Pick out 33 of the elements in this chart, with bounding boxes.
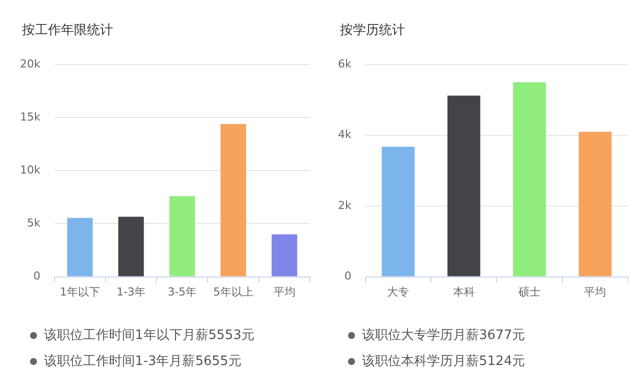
bar — [67, 218, 93, 276]
x-tick-label: 硕士 — [518, 285, 541, 298]
y-tick-label: 4k — [338, 128, 352, 142]
y-tick-label: 10k — [20, 164, 41, 177]
x-tick-label: 平均 — [273, 285, 296, 298]
text: 该职位工作时间1-3年月薪5655元 — [44, 353, 242, 370]
y-tick-label: 15k — [20, 110, 41, 124]
x-tick-label: 本科 — [452, 285, 475, 298]
y-tick-label: 20k — [20, 57, 41, 70]
x-tick-label: 1年以下 — [60, 285, 100, 298]
y-tick-label: 5k — [26, 216, 41, 230]
x-tick-label: 1-3年 — [116, 285, 146, 298]
bar — [169, 196, 195, 276]
chart-title: 按学历统计 — [340, 22, 405, 39]
x-tick-label: 平均 — [584, 285, 606, 298]
x-tick-label: 大专 — [387, 285, 410, 298]
bar — [578, 132, 612, 276]
y-tick-label: 6k — [338, 57, 352, 70]
y-tick-label: 0 — [33, 270, 40, 283]
text: 该职位大专学历月薪3677元 — [362, 327, 526, 344]
text: 该职位工作时间1年以下月薪5553元 — [44, 327, 254, 344]
x-tick-label: 5年以上 — [213, 285, 254, 298]
text: 该职位本科学历月薪5124元 — [362, 353, 526, 370]
bar — [220, 124, 246, 276]
x-tick-label: 3-5年 — [168, 285, 197, 298]
bar — [447, 96, 480, 276]
bar — [272, 234, 298, 276]
bar — [513, 82, 546, 276]
bar — [382, 146, 415, 276]
y-tick-label: 2k — [338, 198, 352, 212]
y-tick-label: 0 — [344, 270, 352, 283]
bar — [118, 216, 144, 276]
chart-title: 按工作年限统计 — [22, 22, 113, 39]
